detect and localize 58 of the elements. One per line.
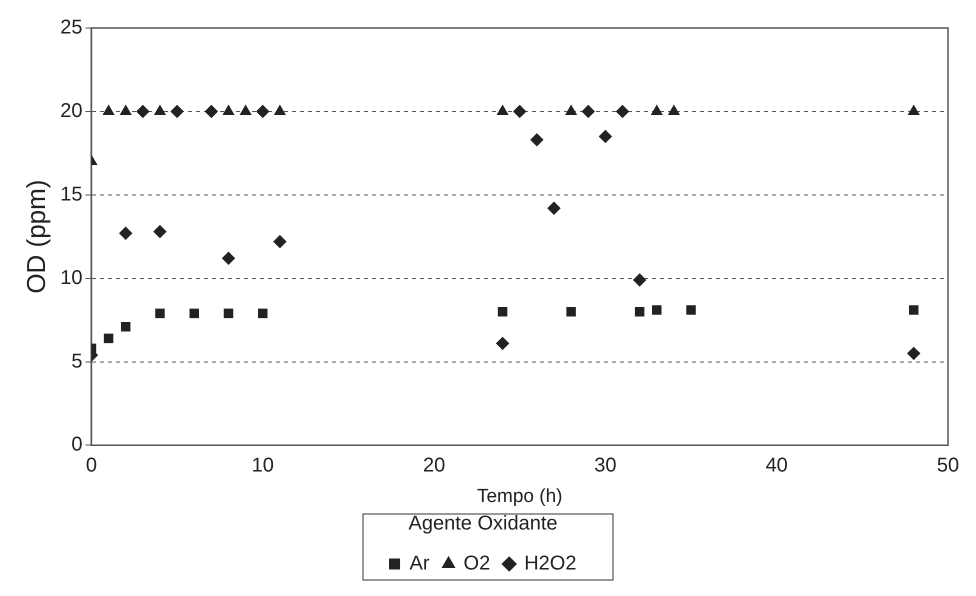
legend-label: Ar [410,552,430,575]
point [496,336,510,350]
point [222,104,234,115]
point [119,226,132,240]
y-tick-label: 20 [60,100,82,122]
point [102,104,114,115]
point [498,306,508,316]
y-tick-label: 15 [60,183,82,206]
point [120,322,130,332]
point [633,273,646,286]
point [634,306,644,316]
x-tick-label: 0 [86,454,98,477]
x-tick-label: 30 [594,454,617,477]
point [222,252,235,265]
legend-title: Agente Oxidante [408,512,558,535]
x-axis-title: Tempo (h) [476,486,562,507]
point [598,130,612,143]
point [204,104,218,118]
point [104,334,114,344]
y-axis-title: OD (ppm) [20,180,51,294]
point [616,104,630,118]
x-tick-label: 40 [766,454,788,477]
point [582,104,595,118]
y-tick-label: 0 [71,434,82,456]
y-tick-label: 5 [71,350,82,372]
point [565,104,577,115]
point [170,104,184,118]
point [258,308,268,318]
point [189,308,199,318]
point [908,305,918,315]
point [154,104,166,115]
legend-label: O2 [464,552,490,575]
point [240,104,252,115]
point [120,104,132,115]
point [652,305,662,315]
point [908,104,920,115]
y-tick-label: 25 [60,16,82,39]
point [224,308,234,318]
point [651,104,662,115]
point [907,346,920,360]
point [513,104,526,118]
point [273,235,286,248]
point [496,104,508,115]
point [668,104,680,115]
point [136,104,150,118]
point [530,133,544,146]
point [155,308,165,318]
x-tick-label: 50 [936,454,960,477]
point [153,225,166,238]
point [547,202,560,215]
point [566,306,576,316]
y-tick-label: 10 [60,266,82,289]
point [274,104,286,115]
x-tick-label: 20 [422,454,446,477]
point [256,104,270,118]
legend-label: H2O2 [524,552,576,575]
point [686,305,696,315]
x-tick-label: 10 [252,454,274,477]
